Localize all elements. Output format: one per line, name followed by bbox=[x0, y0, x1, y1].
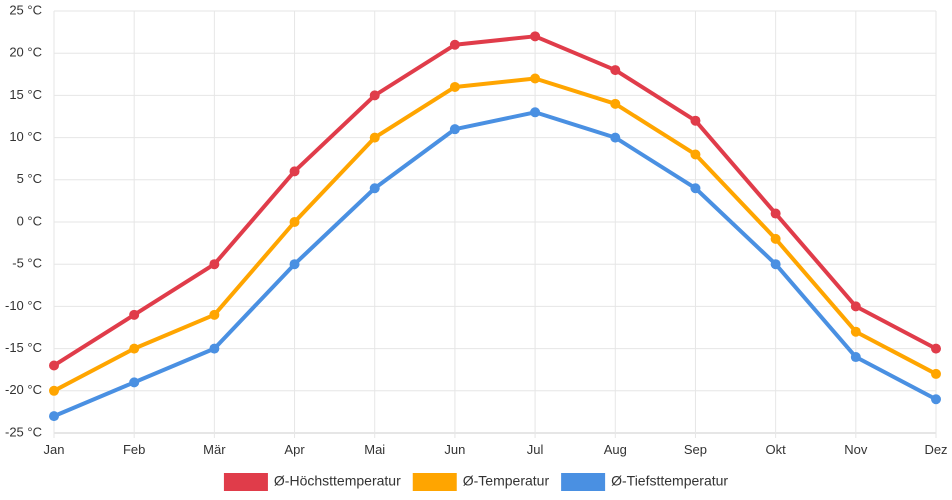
data-point[interactable] bbox=[850, 326, 861, 337]
data-point[interactable] bbox=[129, 343, 140, 354]
data-point[interactable] bbox=[209, 343, 220, 354]
series-line bbox=[52, 34, 938, 368]
x-tick-label: Nov bbox=[844, 442, 868, 457]
data-point[interactable] bbox=[289, 259, 300, 270]
grid bbox=[53, 10, 937, 438]
series-line bbox=[52, 76, 938, 393]
legend-item[interactable]: Ø-Tiefsttemperatur bbox=[561, 473, 728, 491]
x-tick-label: Mai bbox=[364, 442, 385, 457]
y-tick-label: -20 °C bbox=[5, 382, 42, 397]
legend[interactable]: Ø-Höchsttemperatur Ø-Temperatur Ø-Tiefstte… bbox=[223, 473, 728, 491]
legend-swatch bbox=[412, 473, 457, 491]
data-point[interactable] bbox=[530, 31, 541, 42]
series-group bbox=[49, 31, 941, 422]
y-tick-label: -25 °C bbox=[5, 424, 42, 439]
y-tick-label: -10 °C bbox=[5, 298, 42, 313]
y-tick-label: -15 °C bbox=[5, 340, 42, 355]
data-point[interactable] bbox=[369, 183, 380, 194]
data-point[interactable] bbox=[770, 259, 781, 270]
y-tick-label: -5 °C bbox=[12, 256, 42, 271]
data-point[interactable] bbox=[369, 132, 380, 143]
y-tick-label: 15 °C bbox=[9, 87, 42, 102]
y-tick-label: 20 °C bbox=[9, 45, 42, 60]
data-point[interactable] bbox=[49, 360, 59, 371]
data-point[interactable] bbox=[690, 149, 701, 160]
legend-item[interactable]: Ø-Höchsttemperatur bbox=[223, 473, 401, 491]
x-tick-label: Okt bbox=[766, 442, 787, 457]
data-point[interactable] bbox=[449, 81, 460, 92]
legend-swatch bbox=[223, 473, 268, 491]
x-axis-ticks: Jan Feb Mär Apr Mai Jun Jul Aug Sep Okt Nov Dez bbox=[44, 442, 948, 457]
data-point[interactable] bbox=[931, 368, 941, 379]
data-point[interactable] bbox=[129, 377, 140, 388]
x-tick-label: Sep bbox=[684, 442, 707, 457]
data-point[interactable] bbox=[129, 309, 140, 320]
data-point[interactable] bbox=[850, 352, 861, 363]
data-point[interactable] bbox=[610, 132, 621, 143]
data-point[interactable] bbox=[289, 217, 300, 227]
legend-item[interactable]: Ø-Temperatur bbox=[412, 473, 550, 491]
data-point[interactable] bbox=[610, 65, 621, 76]
data-point[interactable] bbox=[449, 39, 460, 50]
data-point[interactable] bbox=[289, 166, 300, 177]
data-point[interactable] bbox=[931, 394, 941, 405]
data-point[interactable] bbox=[850, 301, 861, 312]
y-tick-label: 0 °C bbox=[17, 213, 42, 228]
data-point[interactable] bbox=[690, 115, 701, 126]
x-tick-label: Feb bbox=[123, 442, 145, 457]
series-line bbox=[52, 110, 938, 419]
y-tick-label: 25 °C bbox=[9, 2, 42, 17]
data-point[interactable] bbox=[209, 309, 220, 320]
series-2 bbox=[49, 73, 941, 396]
data-point[interactable] bbox=[49, 385, 59, 396]
series-1 bbox=[49, 31, 941, 371]
data-point[interactable] bbox=[931, 343, 941, 354]
data-point[interactable] bbox=[770, 233, 781, 244]
data-point[interactable] bbox=[690, 183, 701, 194]
legend-label: Ø-Temperatur bbox=[463, 473, 550, 489]
x-tick-label: Jul bbox=[527, 442, 544, 457]
data-point[interactable] bbox=[770, 208, 781, 219]
data-point[interactable] bbox=[610, 98, 621, 109]
y-axis-ticks: 25 °C 20 °C 15 °C 10 °C 5 °C 0 °C -5 °C -10 °C -… bbox=[5, 2, 42, 439]
y-tick-label: 10 °C bbox=[9, 129, 42, 144]
data-point[interactable] bbox=[530, 107, 541, 118]
y-tick-label: 5 °C bbox=[17, 171, 42, 186]
legend-label: Ø-Tiefsttemperatur bbox=[611, 473, 728, 489]
data-point[interactable] bbox=[449, 124, 460, 135]
data-point[interactable] bbox=[369, 90, 380, 101]
x-tick-label: Jun bbox=[444, 442, 465, 457]
legend-label: Ø-Höchsttemperatur bbox=[274, 473, 401, 489]
series-3 bbox=[49, 107, 941, 422]
x-tick-label: Apr bbox=[284, 442, 305, 457]
x-tick-label: Jan bbox=[44, 442, 65, 457]
x-tick-label: Mär bbox=[203, 442, 226, 457]
legend-swatch bbox=[561, 473, 606, 491]
data-point[interactable] bbox=[49, 411, 59, 422]
x-tick-label: Aug bbox=[604, 442, 627, 457]
x-tick-label: Dez bbox=[924, 442, 947, 457]
data-point[interactable] bbox=[209, 259, 220, 270]
data-point[interactable] bbox=[530, 73, 541, 84]
